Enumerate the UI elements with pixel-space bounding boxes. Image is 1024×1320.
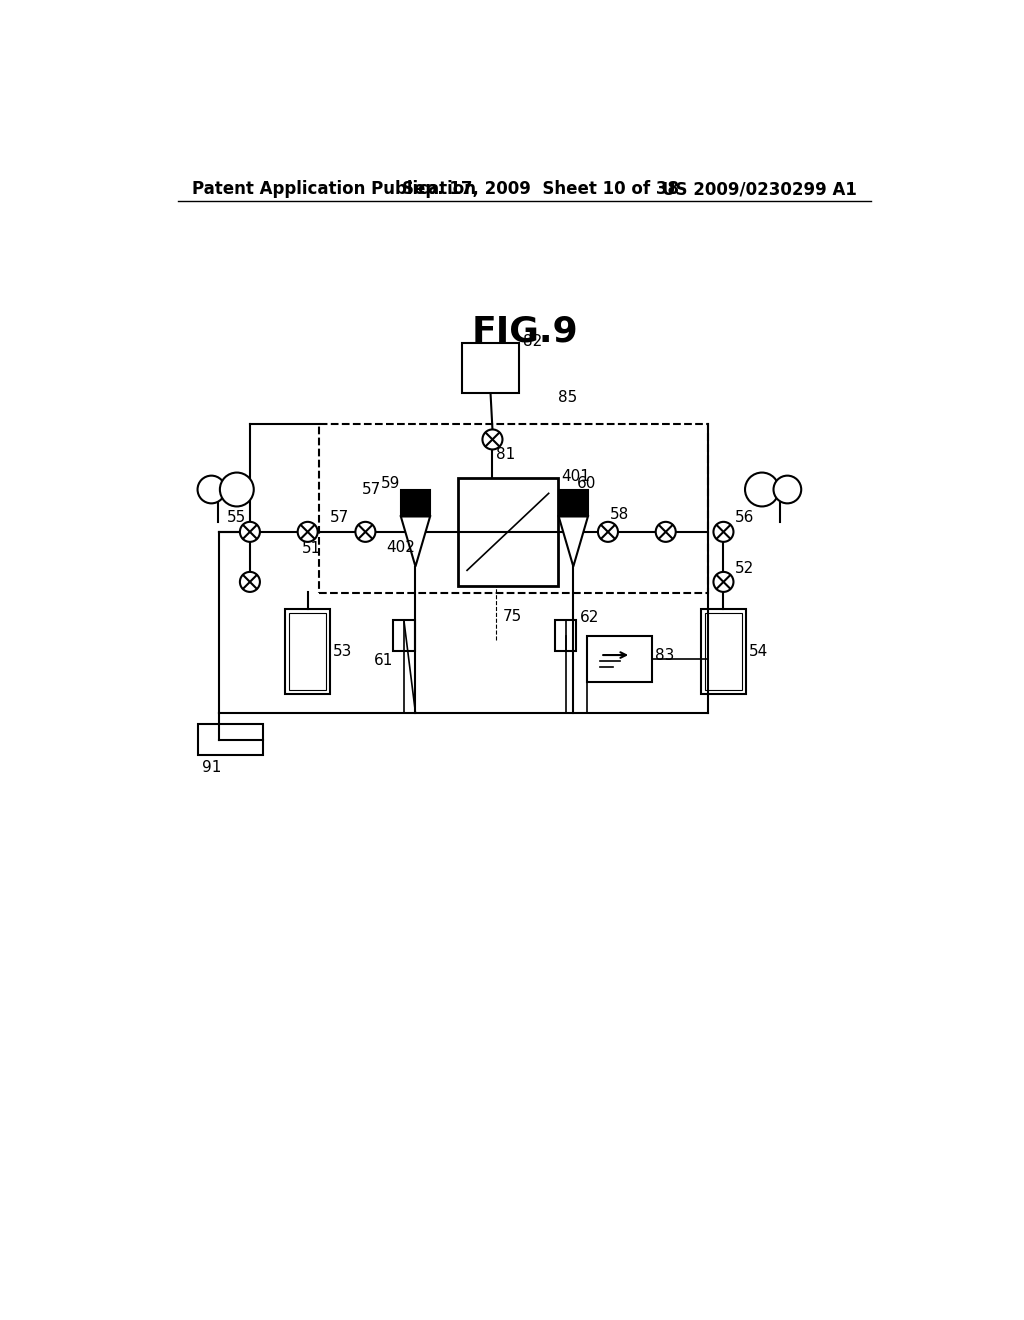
Text: 401: 401: [561, 469, 590, 484]
Text: 75: 75: [503, 609, 521, 624]
Text: US 2009/0230299 A1: US 2009/0230299 A1: [662, 181, 857, 198]
Text: 58: 58: [610, 507, 630, 523]
Text: 55: 55: [226, 511, 246, 525]
Circle shape: [714, 572, 733, 591]
Circle shape: [714, 521, 733, 543]
Text: Sep. 17, 2009  Sheet 10 of 38: Sep. 17, 2009 Sheet 10 of 38: [401, 181, 679, 198]
Circle shape: [240, 521, 260, 543]
Text: FIG.9: FIG.9: [471, 314, 579, 348]
Circle shape: [745, 473, 779, 507]
Circle shape: [482, 429, 503, 449]
Bar: [555, 620, 577, 651]
Text: 54: 54: [749, 644, 768, 659]
Circle shape: [240, 572, 260, 591]
Text: 61: 61: [374, 653, 393, 668]
Text: Patent Application Publication: Patent Application Publication: [193, 181, 476, 198]
Text: 53: 53: [333, 644, 352, 659]
Text: 52: 52: [735, 561, 755, 576]
Text: 62: 62: [580, 610, 599, 624]
Bar: [701, 609, 745, 693]
Polygon shape: [400, 516, 430, 566]
Text: 57: 57: [361, 482, 381, 498]
Bar: [559, 490, 588, 516]
Text: 60: 60: [578, 475, 597, 491]
Text: 82: 82: [523, 334, 543, 350]
Circle shape: [655, 521, 676, 543]
Polygon shape: [559, 516, 588, 566]
Bar: [393, 620, 415, 651]
Circle shape: [298, 521, 317, 543]
Bar: [319, 424, 708, 594]
Text: 56: 56: [735, 511, 755, 525]
Bar: [289, 612, 326, 689]
Circle shape: [198, 475, 225, 503]
Text: 83: 83: [655, 648, 675, 663]
Text: 402: 402: [386, 540, 415, 554]
Bar: [705, 612, 742, 689]
Text: 57: 57: [330, 511, 349, 525]
Circle shape: [220, 473, 254, 507]
Text: 85: 85: [558, 389, 578, 405]
Text: 91: 91: [202, 760, 221, 775]
Bar: [462, 343, 519, 393]
Text: 81: 81: [497, 447, 515, 462]
Circle shape: [355, 521, 376, 543]
Text: 59: 59: [381, 475, 400, 491]
Bar: [400, 490, 430, 516]
Text: 51: 51: [301, 541, 321, 556]
Circle shape: [773, 475, 801, 503]
Bar: [587, 636, 652, 682]
Bar: [198, 725, 263, 755]
Bar: [458, 478, 558, 586]
Bar: [286, 609, 330, 693]
Circle shape: [598, 521, 617, 543]
